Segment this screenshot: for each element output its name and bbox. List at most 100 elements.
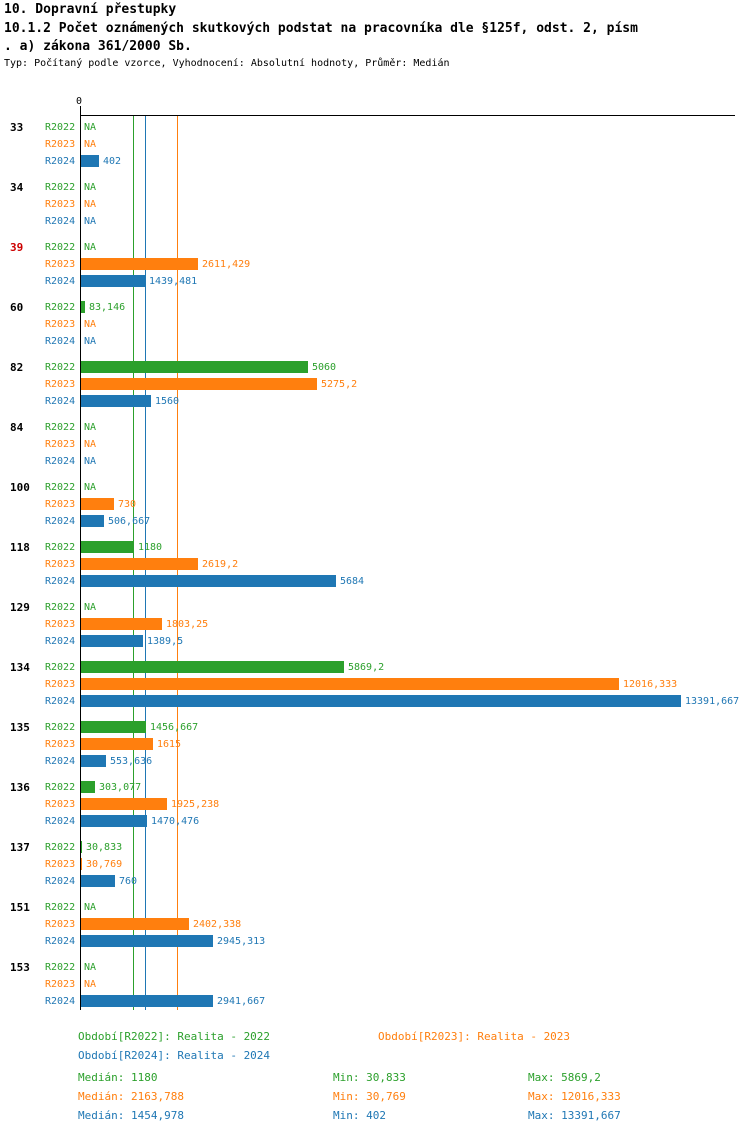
bar-r2024 — [81, 575, 336, 587]
category-label: 100 — [10, 481, 30, 494]
series-year-label: R2024 — [45, 936, 76, 947]
series-year-label: R2024 — [45, 156, 76, 167]
bar-r2023 — [81, 858, 82, 870]
series-year-label: R2022 — [45, 242, 76, 253]
axis-top-line — [80, 115, 735, 116]
series-year-label: R2023 — [45, 259, 76, 270]
value-label: NA — [84, 962, 97, 973]
value-label: NA — [84, 439, 97, 450]
series-year-label: R2023 — [45, 379, 76, 390]
value-label: 30,833 — [86, 842, 123, 853]
value-label: NA — [84, 216, 97, 227]
legend-item-2023: Období[R2023]: Realita - 2023 — [378, 1030, 571, 1043]
series-year-label: R2022 — [45, 482, 76, 493]
value-label: NA — [84, 319, 97, 330]
value-label: 730 — [118, 499, 137, 510]
stat-max-2023: Max: 12016,333 — [528, 1090, 621, 1103]
bar-r2022 — [81, 781, 95, 793]
value-label: NA — [84, 199, 97, 210]
stat-max-2022: Max: 5869,2 — [528, 1071, 601, 1084]
value-label: NA — [84, 456, 97, 467]
report-title: 10. Dopravní přestupky — [4, 2, 177, 17]
series-year-label: R2022 — [45, 542, 76, 553]
series-year-label: R2023 — [45, 439, 76, 450]
value-label: 83,146 — [89, 302, 126, 313]
value-label: NA — [84, 979, 97, 990]
bar-r2023 — [81, 378, 317, 390]
report-subtitle-line2: . a) zákona 361/2000 Sb. — [4, 39, 192, 54]
value-label: 760 — [119, 876, 138, 887]
value-label: 1615 — [157, 739, 182, 750]
bar-r2023 — [81, 918, 189, 930]
value-label: 12016,333 — [623, 679, 678, 690]
value-label: 13391,667 — [685, 696, 740, 707]
series-year-label: R2022 — [45, 362, 76, 373]
series-year-label: R2024 — [45, 276, 76, 287]
series-year-label: R2022 — [45, 122, 76, 133]
bar-r2024 — [81, 875, 115, 887]
bar-r2024 — [81, 695, 681, 707]
category-label: 82 — [10, 361, 24, 374]
bar-r2024 — [81, 395, 151, 407]
category-label: 34 — [10, 181, 24, 194]
bar-r2023 — [81, 258, 198, 270]
value-label: NA — [84, 182, 97, 193]
report-meta-line: Typ: Počítaný podle vzorce, Vyhodnocení:… — [4, 58, 450, 69]
series-year-label: R2024 — [45, 816, 76, 827]
value-label: 5684 — [340, 576, 365, 587]
category-label: 137 — [10, 841, 30, 854]
bar-r2024 — [81, 995, 213, 1007]
series-year-label: R2024 — [45, 636, 76, 647]
series-year-label: R2024 — [45, 996, 76, 1007]
series-year-label: R2022 — [45, 422, 76, 433]
category-label: 60 — [10, 301, 24, 314]
series-year-label: R2023 — [45, 319, 76, 330]
category-label: 129 — [10, 601, 30, 614]
series-year-label: R2023 — [45, 799, 76, 810]
value-label: NA — [84, 602, 97, 613]
bar-r2023 — [81, 798, 167, 810]
bar-r2023 — [81, 738, 153, 750]
category-label: 136 — [10, 781, 30, 794]
category-label: 118 — [10, 541, 30, 554]
category-label: 151 — [10, 901, 30, 914]
series-year-label: R2024 — [45, 576, 76, 587]
series-year-label: R2024 — [45, 876, 76, 887]
bar-r2022 — [81, 721, 146, 733]
category-label: 84 — [10, 421, 24, 434]
series-year-label: R2022 — [45, 182, 76, 193]
value-label: 1180 — [138, 542, 163, 553]
value-label: NA — [84, 336, 97, 347]
legend-item-2022: Období[R2022]: Realita - 2022 — [78, 1030, 271, 1043]
bar-r2024 — [81, 755, 106, 767]
value-label: 1925,238 — [171, 799, 220, 810]
bar-r2022 — [81, 541, 134, 553]
value-label: NA — [84, 482, 97, 493]
series-year-label: R2022 — [45, 902, 76, 913]
series-year-label: R2024 — [45, 696, 76, 707]
value-label: 1560 — [155, 396, 180, 407]
series-year-label: R2022 — [45, 962, 76, 973]
value-label: 2611,429 — [202, 259, 251, 270]
series-year-label: R2023 — [45, 499, 76, 510]
stat-min-2024: Min: 402 — [333, 1109, 386, 1122]
series-year-label: R2023 — [45, 859, 76, 870]
stat-max-2024: Max: 13391,667 — [528, 1109, 621, 1122]
value-label: 506,667 — [108, 516, 151, 527]
value-label: 553,636 — [110, 756, 153, 767]
report-subtitle-line1: 10.1.2 Počet oznámených skutkových podst… — [4, 21, 638, 36]
bar-r2024 — [81, 815, 147, 827]
category-label: 39 — [10, 241, 24, 254]
bar-r2024 — [81, 515, 104, 527]
bar-r2023 — [81, 558, 198, 570]
series-year-label: R2024 — [45, 336, 76, 347]
legend-item-2024: Období[R2024]: Realita - 2024 — [78, 1049, 271, 1062]
category-label: 33 — [10, 121, 24, 134]
bar-r2024 — [81, 935, 213, 947]
series-year-label: R2022 — [45, 782, 76, 793]
category-label: 134 — [10, 661, 30, 674]
series-year-label: R2022 — [45, 842, 76, 853]
series-year-label: R2024 — [45, 216, 76, 227]
